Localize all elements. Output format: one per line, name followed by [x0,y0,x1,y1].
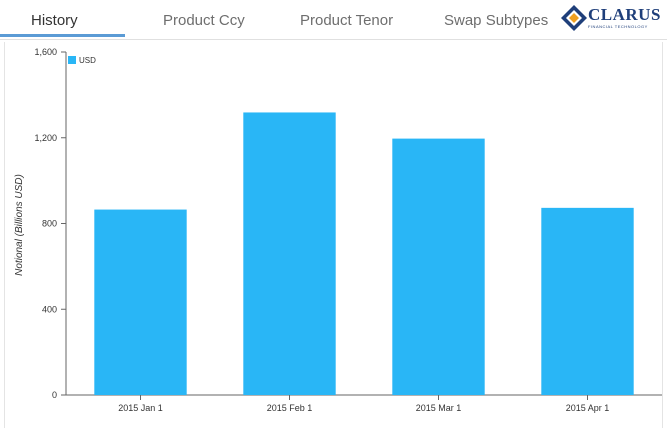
tab-product-ccy[interactable]: Product Ccy [163,12,245,29]
y-tick-label: 1,200 [34,133,57,143]
tab-history[interactable]: History [31,12,78,29]
y-tick-labels: 0 400 800 1,200 1,600 [34,47,57,400]
active-tab-indicator [0,34,125,37]
x-tick-label: 2015 Apr 1 [566,403,610,413]
x-tick-labels: 2015 Jan 1 2015 Feb 1 2015 Mar 1 2015 Apr 1 [118,403,609,413]
logo-wordmark: CLARUS [588,5,661,24]
y-axis-title: Notional (Billions USD) [14,174,25,276]
y-tick-label: 800 [42,219,57,229]
bar-chart: 2015 Jan 1 2015 Feb 1 2015 Mar 1 2015 Apr 1… [14,47,662,413]
tab-product-tenor[interactable]: Product Tenor [300,12,394,29]
chart-panel: 2015 Jan 1 2015 Feb 1 2015 Mar 1 2015 Apr 1… [4,42,663,428]
bar[interactable] [392,138,485,396]
bar[interactable] [541,207,634,395]
y-tick-label: 0 [52,390,57,400]
bar[interactable] [243,112,336,396]
chart-legend[interactable]: USD [68,56,96,65]
legend-swatch[interactable] [68,56,76,64]
logo-diamond-icon [561,5,587,31]
x-tick-label: 2015 Feb 1 [267,403,313,413]
x-tick-label: 2015 Jan 1 [118,403,163,413]
chart-bars [94,112,634,396]
tab-swap-subtypes[interactable]: Swap Subtypes [444,12,549,29]
legend-label[interactable]: USD [79,56,96,65]
y-tick-label: 400 [42,304,57,314]
y-tick-label: 1,600 [34,47,57,57]
logo-subtitle: FINANCIAL TECHNOLOGY [588,24,648,29]
clarus-logo: CLARUS FINANCIAL TECHNOLOGY [558,3,667,33]
x-tick-label: 2015 Mar 1 [416,403,462,413]
tab-bar: History Product Ccy Product Tenor Swap S… [0,0,667,40]
bar[interactable] [94,209,187,395]
